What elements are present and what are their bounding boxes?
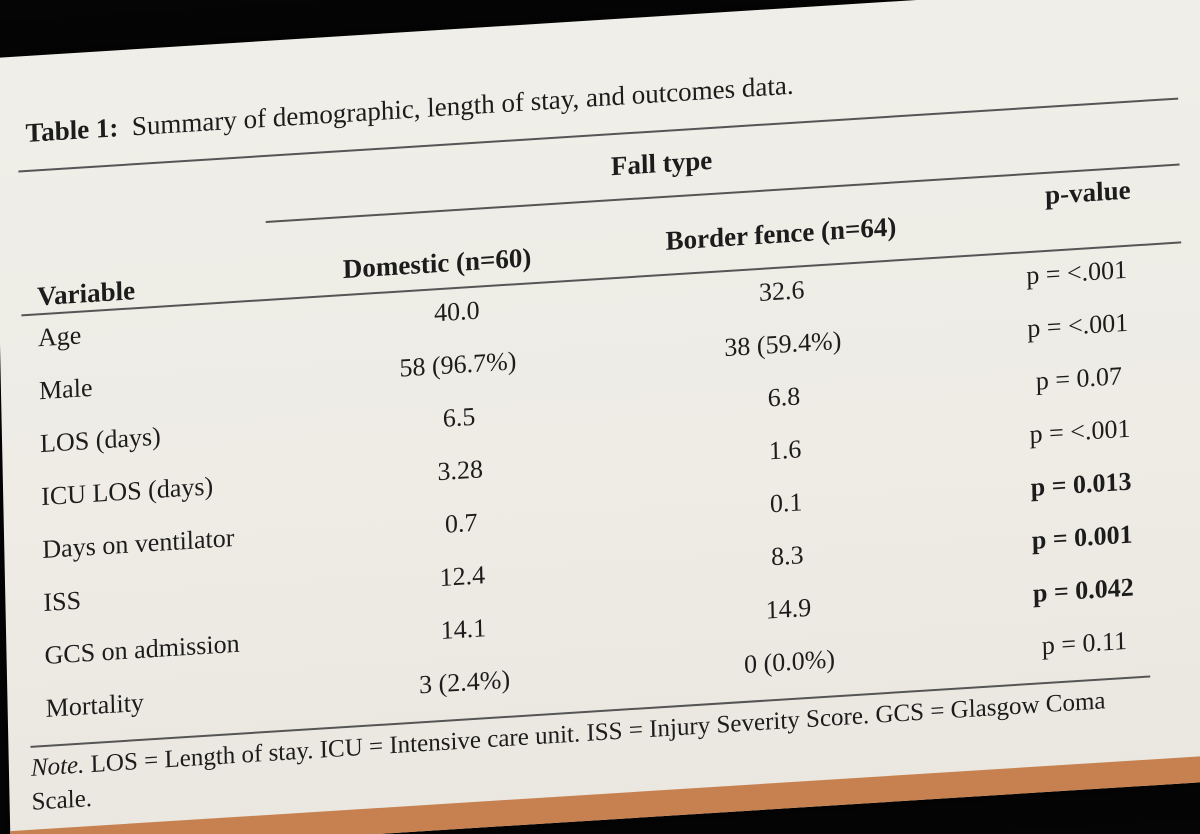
cell-border-fence: 32.6 xyxy=(758,275,805,307)
cell-variable: ISS xyxy=(43,585,82,617)
column-header-domestic: Domestic (n=60) xyxy=(342,242,532,285)
group-header-fall-type: Fall type xyxy=(610,144,713,182)
cell-p-value: p = 0.07 xyxy=(1035,361,1123,396)
cell-p-value: p = 0.042 xyxy=(1032,572,1135,608)
cell-p-value: p = 0.11 xyxy=(1041,625,1128,661)
cell-variable: LOS (days) xyxy=(39,421,161,459)
column-header-variable: Variable xyxy=(36,275,136,312)
cell-variable: Age xyxy=(37,320,82,353)
cell-p-value: p = <.001 xyxy=(1025,254,1128,291)
cell-p-value: p = <.001 xyxy=(1027,307,1129,344)
column-header-border-fence: Border fence (n=64) xyxy=(665,211,897,256)
cell-p-value: p = 0.013 xyxy=(1030,466,1132,502)
cell-variable: Mortality xyxy=(45,687,145,723)
table-title-label: Table 1: xyxy=(25,112,119,149)
table-title-text: Summary of demographic, length of stay, … xyxy=(131,69,794,142)
column-header-p-value: p-value xyxy=(1044,174,1131,210)
group-header-rule xyxy=(265,163,1180,223)
cell-p-value: p = 0.001 xyxy=(1031,519,1133,555)
cell-p-value: p = <.001 xyxy=(1029,413,1131,449)
table-title: Table 1: Summary of demographic, length … xyxy=(25,70,794,149)
table-body: Age 40.0 32.6 p = <.001 Male 58 (96.7%) … xyxy=(17,12,1177,723)
cell-variable: Male xyxy=(38,372,93,406)
note-label: Note. xyxy=(30,751,85,782)
cell-domestic: 40.0 xyxy=(433,295,480,328)
slide-content: Table 1: Summary of demographic, length … xyxy=(17,12,1192,824)
